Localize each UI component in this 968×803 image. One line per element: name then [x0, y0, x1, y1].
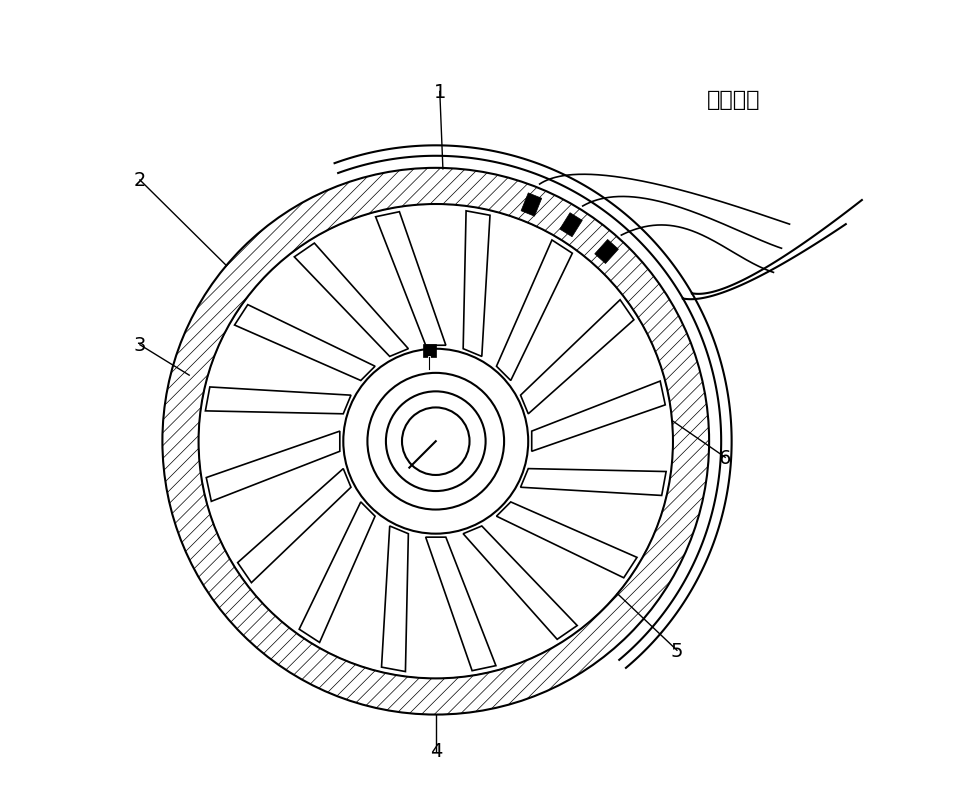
Text: 6: 6: [719, 448, 732, 467]
Text: 3: 3: [134, 336, 146, 355]
Polygon shape: [299, 503, 375, 642]
Circle shape: [402, 408, 469, 475]
Bar: [423, 344, 436, 357]
Polygon shape: [376, 213, 446, 346]
Polygon shape: [463, 526, 577, 639]
Text: 5: 5: [671, 641, 683, 660]
Circle shape: [344, 349, 529, 534]
Polygon shape: [205, 388, 351, 414]
Polygon shape: [234, 305, 375, 381]
Circle shape: [368, 373, 504, 510]
Polygon shape: [381, 526, 408, 672]
Polygon shape: [521, 469, 666, 495]
Text: 1: 1: [434, 83, 446, 102]
Bar: [594, 240, 619, 264]
Polygon shape: [531, 381, 665, 452]
Bar: [560, 214, 583, 238]
Circle shape: [386, 392, 486, 491]
Polygon shape: [497, 241, 572, 381]
Text: 4: 4: [430, 741, 442, 760]
Polygon shape: [497, 503, 637, 578]
Text: 2: 2: [134, 171, 146, 190]
Text: 轴向安装: 轴向安装: [707, 91, 760, 110]
Polygon shape: [206, 431, 340, 502]
Polygon shape: [463, 211, 490, 357]
Polygon shape: [521, 300, 634, 414]
Polygon shape: [426, 537, 496, 671]
Circle shape: [200, 206, 672, 677]
Bar: [521, 194, 542, 217]
Polygon shape: [294, 244, 408, 357]
Circle shape: [163, 169, 710, 715]
Polygon shape: [237, 469, 351, 583]
